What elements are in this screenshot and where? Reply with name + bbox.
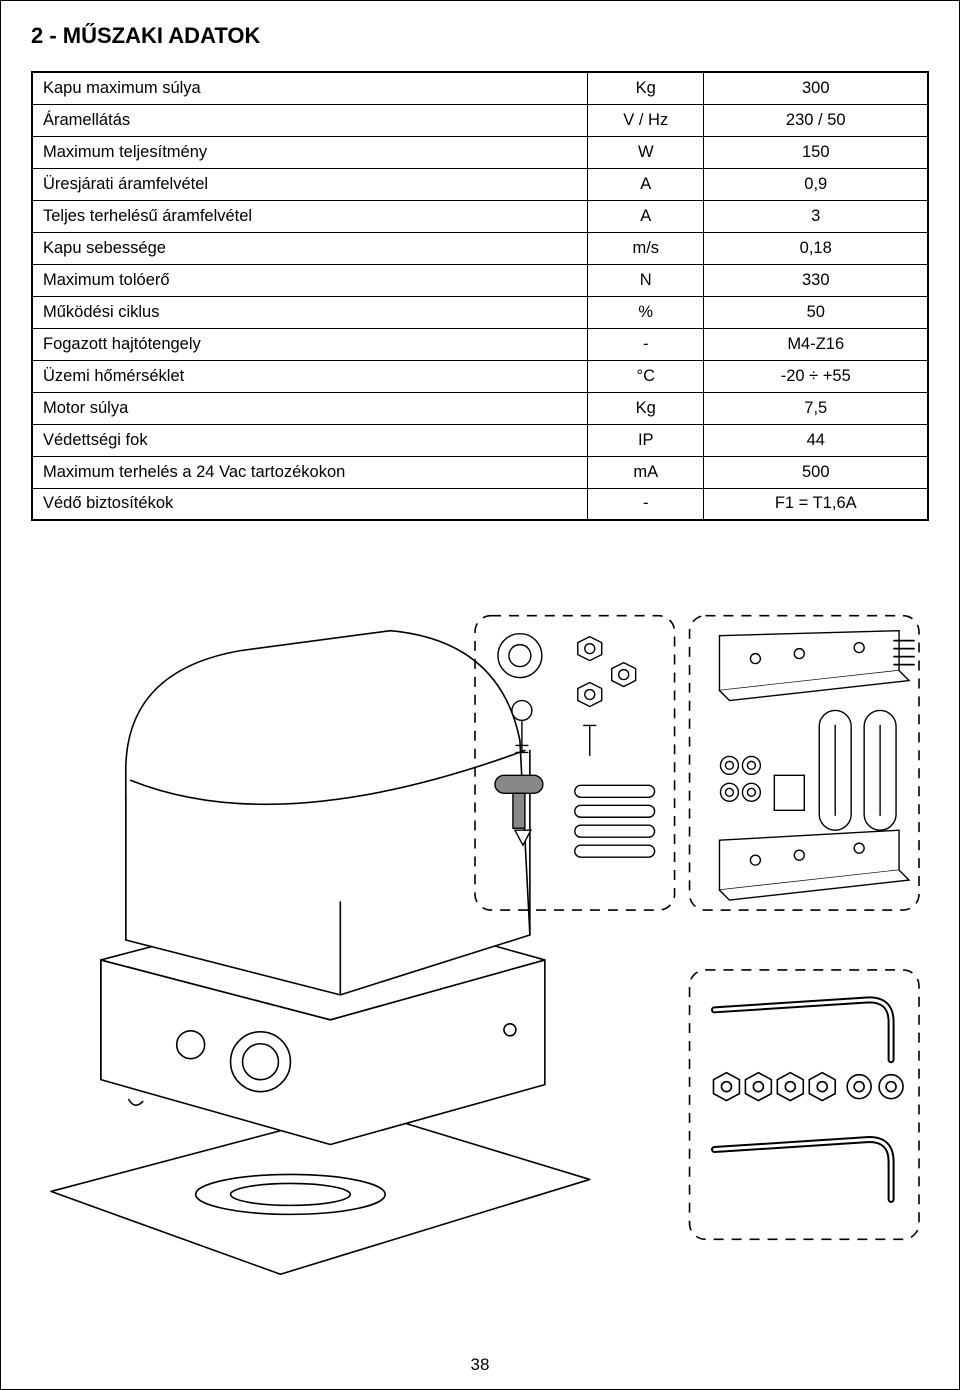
spec-value: 3 [704, 200, 928, 232]
table-row: Maximum teljesítményW150 [32, 136, 928, 168]
spec-label: Védettségi fok [32, 424, 588, 456]
spec-value: 0,9 [704, 168, 928, 200]
table-row: Teljes terhelésű áramfelvételA3 [32, 200, 928, 232]
table-row: Üzemi hőmérséklet°C-20 ÷ +55 [32, 360, 928, 392]
spec-table: Kapu maximum súlyaKg300ÁramellátásV / Hz… [31, 71, 929, 521]
spec-value: 230 / 50 [704, 104, 928, 136]
figures-svg [31, 531, 929, 1329]
spec-value: 500 [704, 456, 928, 488]
spec-label: Üzemi hőmérséklet [32, 360, 588, 392]
motor-unit-drawing [51, 631, 590, 1275]
spec-unit: - [588, 488, 704, 520]
figures-area [31, 531, 929, 1329]
spec-unit: °C [588, 360, 704, 392]
spec-label: Maximum tolóerő [32, 264, 588, 296]
spec-value: 0,18 [704, 232, 928, 264]
spec-value: 150 [704, 136, 928, 168]
table-row: Kapu sebességem/s0,18 [32, 232, 928, 264]
spec-unit: m/s [588, 232, 704, 264]
spec-value: 7,5 [704, 392, 928, 424]
hex-nut-icon [578, 637, 602, 661]
spec-unit: mA [588, 456, 704, 488]
accessory-box-2 [690, 616, 919, 910]
spec-unit: - [588, 328, 704, 360]
spec-unit: W [588, 136, 704, 168]
table-row: Maximum terhelés a 24 Vac tartozékokonmA… [32, 456, 928, 488]
spec-value: 44 [704, 424, 928, 456]
spec-label: Áramellátás [32, 104, 588, 136]
spec-label: Működési ciklus [32, 296, 588, 328]
spec-label: Üresjárati áramfelvétel [32, 168, 588, 200]
spec-unit: V / Hz [588, 104, 704, 136]
table-row: Működési ciklus%50 [32, 296, 928, 328]
spec-value: 300 [704, 72, 928, 104]
page-frame: 2 - MŰSZAKI ADATOK Kapu maximum súlyaKg3… [0, 0, 960, 1390]
spec-label: Védő biztosítékok [32, 488, 588, 520]
table-row: Motor súlyaKg7,5 [32, 392, 928, 424]
spec-unit: % [588, 296, 704, 328]
spec-label: Fogazott hajtótengely [32, 328, 588, 360]
spec-unit: Kg [588, 72, 704, 104]
spec-label: Teljes terhelésű áramfelvétel [32, 200, 588, 232]
spec-unit: A [588, 168, 704, 200]
table-row: Védő biztosítékok-F1 = T1,6A [32, 488, 928, 520]
spec-value: 50 [704, 296, 928, 328]
page-title: 2 - MŰSZAKI ADATOK [31, 23, 929, 49]
table-row: Fogazott hajtótengely-M4-Z16 [32, 328, 928, 360]
accessory-box-3 [690, 970, 919, 1239]
spec-unit: IP [588, 424, 704, 456]
spec-value: M4-Z16 [704, 328, 928, 360]
spec-value: 330 [704, 264, 928, 296]
spec-unit: N [588, 264, 704, 296]
spec-label: Kapu sebessége [32, 232, 588, 264]
table-row: Védettségi fokIP44 [32, 424, 928, 456]
spec-value: F1 = T1,6A [704, 488, 928, 520]
table-row: Maximum tolóerőN330 [32, 264, 928, 296]
page-number: 38 [1, 1355, 959, 1375]
spec-label: Motor súlya [32, 392, 588, 424]
spec-label: Kapu maximum súlya [32, 72, 588, 104]
spec-value: -20 ÷ +55 [704, 360, 928, 392]
spec-label: Maximum teljesítmény [32, 136, 588, 168]
table-row: Üresjárati áramfelvételA0,9 [32, 168, 928, 200]
spec-label: Maximum terhelés a 24 Vac tartozékokon [32, 456, 588, 488]
spec-unit: Kg [588, 392, 704, 424]
spec-unit: A [588, 200, 704, 232]
table-row: ÁramellátásV / Hz230 / 50 [32, 104, 928, 136]
table-row: Kapu maximum súlyaKg300 [32, 72, 928, 104]
